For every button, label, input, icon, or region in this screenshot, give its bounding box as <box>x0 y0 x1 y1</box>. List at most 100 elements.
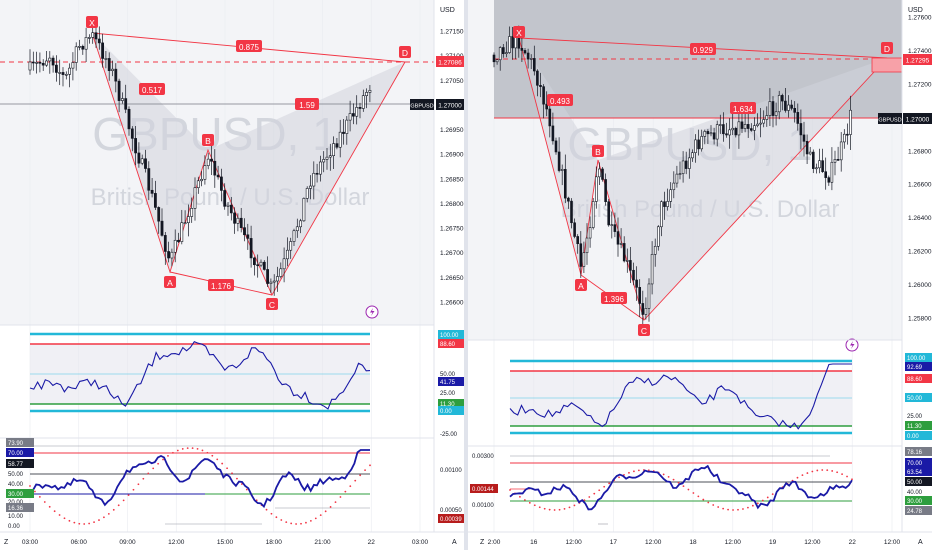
candle <box>802 134 806 142</box>
svg-text:A: A <box>167 278 173 288</box>
candle <box>635 279 638 288</box>
candle <box>554 140 558 153</box>
candle <box>520 47 524 51</box>
candle <box>678 173 682 175</box>
left-point-b: B <box>202 134 214 146</box>
time-tick-label: 03:00 <box>22 539 39 546</box>
candle <box>709 132 713 135</box>
candle <box>821 160 824 172</box>
candle <box>784 100 787 111</box>
svg-text:A: A <box>578 281 584 291</box>
right-current-tag: 1.27000 <box>903 113 932 124</box>
candle <box>619 243 623 245</box>
indicator-tick-label: 50.00 <box>440 372 456 378</box>
indicator-tick-label: -25.00 <box>440 432 458 438</box>
candle <box>694 139 697 153</box>
price-tick-label: 1.26850 <box>440 176 464 183</box>
candle <box>737 121 741 136</box>
candle <box>249 238 253 259</box>
left-osc-ticks: 73.9070.0058.7750.0040.0030.0020.0016.36… <box>6 438 34 530</box>
candle <box>332 143 336 157</box>
left-lightning-icon[interactable] <box>365 305 379 319</box>
svg-text:0.929: 0.929 <box>693 46 714 55</box>
candle <box>762 119 766 124</box>
candle <box>203 165 207 180</box>
candle <box>842 133 846 143</box>
right-candles <box>492 25 852 327</box>
candle <box>687 157 691 169</box>
candle <box>84 37 88 50</box>
svg-text:1.59: 1.59 <box>299 101 315 110</box>
candle <box>243 227 246 236</box>
indicator-tick-label: 0.00144 <box>472 487 494 493</box>
chart-divider[interactable] <box>464 0 468 550</box>
right-a-label[interactable]: A <box>918 539 923 546</box>
time-tick-label: 2:00 <box>488 539 501 546</box>
candle <box>508 36 511 53</box>
candle <box>223 190 227 207</box>
candle <box>279 268 283 277</box>
right-time-axis <box>468 532 932 550</box>
right-lightning-icon[interactable] <box>845 338 859 352</box>
candle <box>660 201 663 228</box>
price-tick-label: 1.27050 <box>440 78 464 85</box>
price-tick-label: 1.27400 <box>908 48 932 55</box>
indicator-tick-label: 50.00 <box>907 480 923 486</box>
time-tick-label: 12:00 <box>884 539 901 546</box>
candle <box>28 61 32 71</box>
indicator-tick-label: 41.75 <box>440 380 456 386</box>
candle <box>706 131 710 135</box>
time-tick-label: 12:00 <box>168 539 185 546</box>
candle <box>793 108 797 113</box>
left-point-x: X <box>86 16 98 28</box>
time-tick-label: 18:00 <box>266 539 283 546</box>
candle <box>236 217 240 224</box>
svg-text:B: B <box>595 147 601 157</box>
candle <box>632 269 635 281</box>
right-z-label[interactable]: Z <box>480 539 485 546</box>
indicator-tick-label: 0.00050 <box>440 508 462 514</box>
candle <box>700 136 704 150</box>
left-z-label[interactable]: Z <box>4 539 9 546</box>
left-time-axis <box>0 532 464 550</box>
candle <box>51 57 55 66</box>
candle <box>111 68 114 71</box>
candle <box>644 308 648 315</box>
time-tick-label: 12:00 <box>645 539 662 546</box>
indicator-tick-label: 40.00 <box>8 482 24 488</box>
candle <box>582 252 586 267</box>
candle <box>551 125 555 142</box>
candle <box>625 260 629 262</box>
indicator-tick-label: 88.60 <box>440 342 456 348</box>
candle <box>269 281 273 284</box>
candle <box>114 68 118 82</box>
price-tick-label: 1.27200 <box>908 81 932 88</box>
candle <box>511 36 514 49</box>
candle <box>588 227 592 239</box>
candle <box>815 167 818 170</box>
left-point-c: C <box>266 298 278 310</box>
candle <box>731 127 735 131</box>
candle <box>64 73 68 76</box>
candle <box>54 64 58 73</box>
indicator-tick-label: 70.00 <box>8 451 24 457</box>
candle <box>830 161 834 183</box>
right-osc-ticks: 78.16 70.00 63.54 50.00 40.00 30.00 24.78 <box>905 447 932 515</box>
candle <box>299 220 303 228</box>
candle <box>289 241 293 251</box>
left-current-tag: 1.27000 <box>436 99 464 110</box>
candle <box>101 42 105 59</box>
candle <box>124 98 128 110</box>
price-tick-label: 1.26800 <box>908 148 932 155</box>
svg-text:0.493: 0.493 <box>550 97 571 106</box>
indicator-tick-label: 0.00 <box>907 434 919 440</box>
price-tick-label: 1.26400 <box>908 215 932 222</box>
indicator-tick-label: 25.00 <box>907 414 923 420</box>
candle <box>325 156 329 160</box>
left-a-label[interactable]: A <box>452 539 457 546</box>
candle <box>548 108 552 127</box>
time-tick-label: 12:00 <box>565 539 582 546</box>
candle <box>351 113 355 117</box>
left-point-a: A <box>164 276 176 288</box>
candle <box>206 158 210 167</box>
